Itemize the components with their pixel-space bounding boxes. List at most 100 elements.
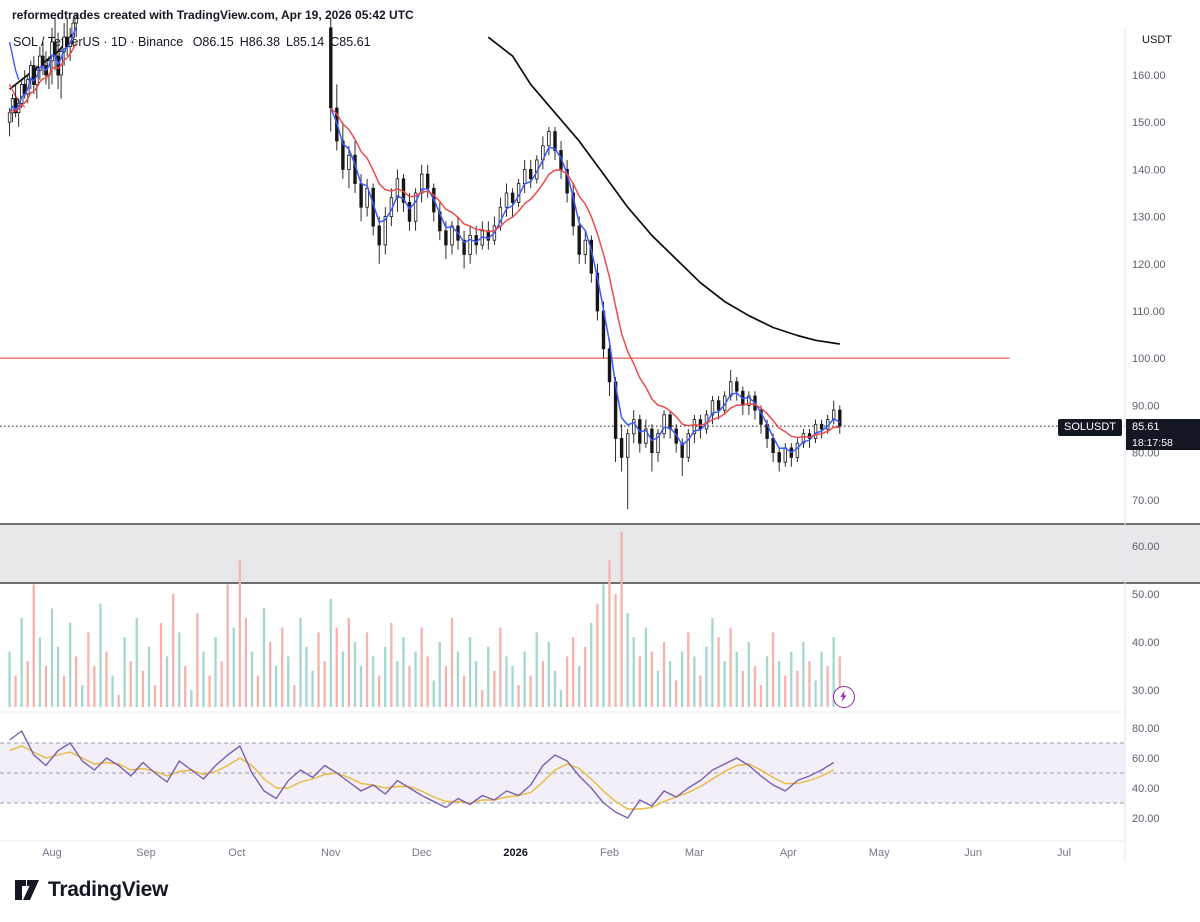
volume-bar [341,651,344,707]
candle-body [510,192,515,203]
price-axis-label[interactable]: 70.00 [1132,495,1160,507]
volume-bar [693,656,696,707]
candle-body [656,433,660,454]
price-axis-currency-label[interactable]: USDT [1142,34,1172,46]
time-axis-label[interactable]: Sep [136,847,156,859]
lightning-quick-trade-icon[interactable] [833,686,855,708]
volume-axis-label[interactable]: 60.00 [1132,541,1160,553]
candle-body [595,272,600,312]
volume-bar [269,642,272,707]
time-axis-label[interactable]: Feb [600,847,619,859]
tradingview-brand-text: TradingView [48,878,169,901]
volume-bar [335,627,338,707]
volume-bar [117,694,120,707]
volume-bar [778,661,781,707]
tradingview-logo-icon [15,880,39,900]
price-axis-label[interactable]: 90.00 [1132,400,1160,412]
candle-body [783,447,787,463]
volume-bar [590,622,593,707]
volume-bar [681,651,684,707]
volume-bar [614,594,617,707]
price-axis-label[interactable]: 160.00 [1132,70,1166,82]
candle-body [462,239,466,255]
price-axis-label[interactable]: 140.00 [1132,164,1166,176]
volume-bar [602,584,605,707]
volume-bar [462,675,466,707]
volume-bar [135,618,138,707]
time-axis-label[interactable]: Dec [412,847,432,859]
candle-body [583,239,587,255]
volume-bar [99,603,102,707]
candle-body [553,131,557,151]
volume-bar [729,627,732,707]
time-axis-label[interactable]: Nov [321,847,341,859]
price-axis-label[interactable]: 80.00 [1132,448,1160,460]
badge-symbol-label: SOLUSDT [1058,419,1122,436]
volume-bar [244,618,247,707]
volume-bar [511,666,514,707]
volume-bar [153,685,157,707]
volume-bar [147,646,151,707]
volume-bar [44,666,47,707]
volume-bar [196,613,199,707]
volume-bar [38,637,41,707]
candle-body [607,348,612,383]
candle-body [644,428,648,444]
rsi-axis-label[interactable]: 80.00 [1132,723,1160,735]
candle-body [377,225,381,246]
time-axis-label[interactable]: Jun [964,847,982,859]
time-axis-label[interactable]: Oct [228,847,245,859]
price-axis-label[interactable]: 130.00 [1132,212,1166,224]
rsi-axis-label[interactable]: 20.00 [1132,813,1160,825]
price-axis-label[interactable]: 150.00 [1132,117,1166,129]
price-axis-label[interactable]: 100.00 [1132,353,1166,365]
volume-bar [402,637,405,707]
volume-bar [8,651,11,707]
last-price-badge: SOLUSDT 85.61 18:17:58 [1058,419,1200,450]
price-axis-label[interactable]: 110.00 [1132,306,1165,318]
candle-body [547,131,551,147]
tradingview-logo[interactable]: TradingView [14,878,168,902]
status-bar-text: reformedtrades created with TradingView.… [12,8,414,22]
price-axis-label[interactable]: 120.00 [1132,259,1166,271]
volume-bar [275,666,278,707]
lightning-bolt-glyph [840,690,847,702]
volume-bar [765,656,769,707]
volume-bar [444,666,447,707]
candle-body [680,442,684,458]
rsi-axis-label[interactable]: 40.00 [1132,783,1160,795]
volume-bar [426,656,429,707]
volume-bar [178,632,181,707]
legend-low: L85.14 [286,35,325,49]
volume-axis-label[interactable]: 30.00 [1132,685,1160,697]
volume-bar [771,632,775,707]
volume-bar [559,690,563,707]
legend-close: C85.61 [330,35,371,49]
rsi-axis-label[interactable]: 60.00 [1132,753,1160,765]
time-axis-label[interactable]: Jul [1057,847,1071,859]
volume-axis-label[interactable]: 40.00 [1132,637,1160,649]
volume-bar [62,675,66,707]
candle-body [7,112,12,123]
volume-bar [820,651,823,707]
ma-fast-line [8,26,77,114]
volume-bar [723,661,726,707]
candle-body [53,41,57,57]
volume-axis-label[interactable]: 50.00 [1132,589,1160,601]
time-axis-label[interactable]: Mar [685,847,704,859]
candle-body [662,414,666,435]
volume-bar [190,690,193,707]
time-axis-label[interactable]: May [869,847,890,859]
time-axis-label[interactable]: 2026 [503,847,527,859]
volume-bar [220,661,223,707]
time-axis-label[interactable]: Apr [780,847,797,859]
candle-body [329,27,333,109]
time-axis-label[interactable]: Aug [42,847,62,859]
volume-bar [184,666,187,707]
volume-bar [753,666,757,707]
volume-bar [311,670,314,707]
volume-bar [838,656,841,707]
candle-body [347,154,351,170]
